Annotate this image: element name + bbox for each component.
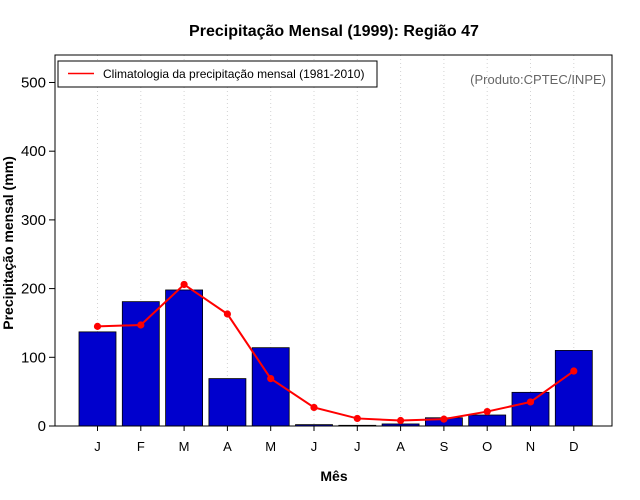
legend-box	[57, 60, 378, 88]
climatology-point	[526, 398, 535, 406]
bar	[511, 391, 550, 427]
credit-text: (Produto:CPTEC/INPE)	[470, 72, 606, 87]
y-tick-label: 0	[38, 418, 46, 435]
chart-title: Precipitação Mensal (1999): Região 47	[189, 23, 479, 40]
bar	[208, 378, 247, 427]
bar	[554, 350, 593, 427]
y-tick-label: 200	[21, 281, 46, 298]
x-tick-label: S	[440, 439, 449, 454]
climatology-point	[397, 416, 405, 425]
bar	[165, 289, 204, 427]
climatology-point	[267, 374, 275, 383]
climatology-point	[570, 367, 578, 375]
x-tick-label: M	[265, 439, 276, 454]
y-axis-label: Precipitação mensal (mm)	[0, 156, 16, 330]
axes: 0 100 200 300 400 500 J F M A M J J A S O N D	[21, 54, 613, 454]
y-tick-label: 400	[21, 143, 46, 160]
climatology-point	[223, 310, 231, 318]
x-tick-label: O	[482, 439, 492, 454]
x-tick-label: D	[569, 439, 578, 454]
climatology-point	[440, 415, 448, 423]
bar	[468, 414, 507, 427]
climatology-point	[310, 403, 318, 412]
x-tick-label: A	[396, 439, 405, 454]
climatology-point	[180, 280, 188, 289]
x-tick-label: F	[137, 439, 145, 454]
climatology-point	[353, 414, 361, 423]
climatology-point	[93, 322, 102, 330]
x-axis-label: Mês	[320, 468, 347, 484]
legend-label: Climatologia da precipitação mensal (198…	[103, 67, 364, 81]
legend: Climatologia da precipitação mensal (198…	[57, 60, 378, 88]
climatology-point	[483, 407, 491, 416]
plot-frame	[54, 54, 613, 427]
x-tick-label: J	[311, 439, 318, 454]
x-tick-label: J	[354, 439, 361, 454]
bar	[78, 331, 117, 427]
x-tick-label: N	[526, 439, 535, 454]
climatology-polyline	[97, 283, 575, 422]
y-tick-label: 300	[21, 212, 46, 229]
bar	[121, 301, 160, 427]
y-tick-label: 100	[21, 349, 46, 366]
climatology-line	[93, 280, 578, 425]
climatology-point	[137, 321, 145, 329]
x-tick-label: A	[223, 439, 232, 454]
x-tick-label: M	[179, 439, 190, 454]
x-tick-label: J	[94, 439, 101, 454]
y-tick-label: 500	[21, 74, 46, 91]
